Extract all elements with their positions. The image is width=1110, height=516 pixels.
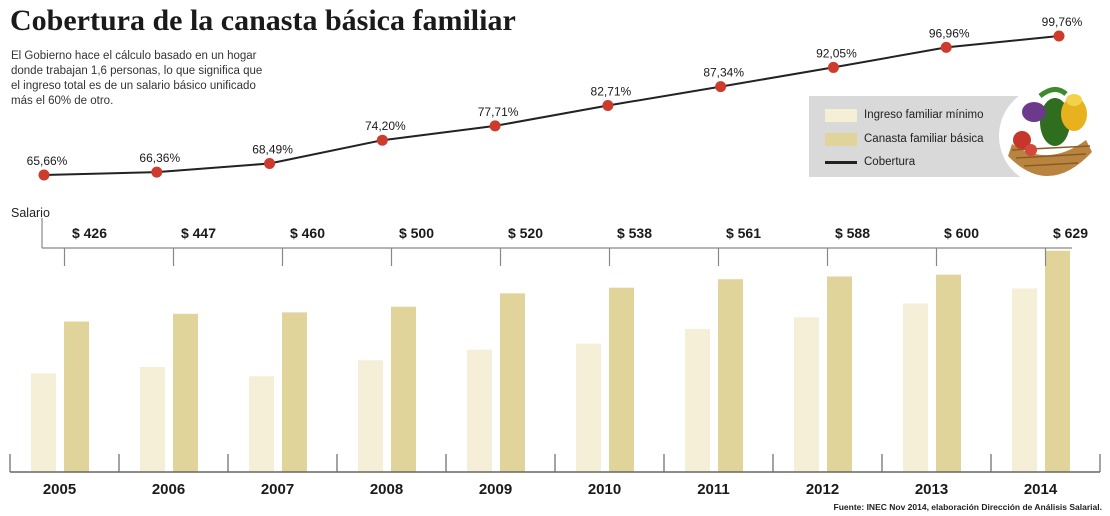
bar-canasta-2006: [173, 313, 198, 472]
legend-item-canasta: Canasta familiar básica: [825, 131, 984, 147]
cobertura-point-2012: [827, 61, 839, 73]
bar-ingreso-2014: [1012, 288, 1037, 472]
salario-label-2013: $ 600: [944, 225, 979, 241]
salario-label-2011: $ 561: [726, 225, 761, 241]
bar-ingreso-2013: [903, 303, 928, 472]
cobertura-label-2008: 74,20%: [365, 119, 406, 133]
legend-swatch-ingreso: [825, 108, 857, 122]
cobertura-label-2005: 65,66%: [27, 154, 68, 168]
chart-title: Cobertura de la canasta básica familiar: [10, 4, 516, 37]
salario-label-2009: $ 520: [508, 225, 543, 241]
bar-canasta-2012: [827, 276, 852, 472]
legend-label-cobertura: Cobertura: [864, 156, 916, 168]
cobertura-point-2010: [602, 100, 614, 111]
bars-layer: [31, 250, 1070, 472]
cobertura-label-2006: 66,36%: [139, 151, 180, 165]
bar-canasta-2005: [64, 321, 89, 472]
legend-item-ingreso: Ingreso familiar mínimo: [825, 107, 984, 123]
bar-ingreso-2011: [685, 328, 710, 472]
cobertura-point-2005: [38, 169, 50, 181]
cobertura-label-2009: 77,71%: [478, 105, 519, 119]
salario-label-2014: $ 629: [1053, 225, 1088, 241]
cobertura-label-2012: 92,05%: [816, 46, 857, 60]
cobertura-point-2014: [1053, 30, 1065, 42]
x-tick-label-2014: 2014: [1024, 481, 1058, 498]
salario-label-2007: $ 460: [290, 225, 325, 241]
salario-label: Salario: [11, 206, 50, 220]
bar-ingreso-2006: [140, 366, 165, 472]
source-note: Fuente: INEC Nov 2014, elaboración Direc…: [833, 502, 1102, 512]
x-tick-label-2008: 2008: [370, 481, 403, 498]
legend: Ingreso familiar mínimo Canasta familiar…: [809, 96, 1025, 177]
cobertura-point-2011: [715, 81, 727, 93]
cobertura-point-2013: [940, 41, 952, 53]
bar-ingreso-2012: [794, 317, 819, 472]
x-tick-label-2013: 2013: [915, 481, 948, 498]
salario-label-2006: $ 447: [181, 225, 216, 241]
cobertura-label-2011: 87,34%: [703, 66, 744, 80]
cobertura-label-2014: 99,76%: [1042, 15, 1083, 29]
legend-label-ingreso: Ingreso familiar mínimo: [864, 109, 984, 121]
cobertura-label-2013: 96,96%: [929, 26, 970, 40]
cobertura-line: [43, 35, 1060, 176]
bar-canasta-2008: [391, 306, 416, 472]
bar-canasta-2011: [718, 279, 743, 472]
bar-canasta-2010: [609, 287, 634, 472]
cobertura-point-2007: [264, 157, 276, 169]
vegetable-basket-icon: [999, 86, 1099, 186]
x-tick-label-2012: 2012: [806, 481, 839, 498]
bar-ingreso-2009: [467, 349, 492, 472]
bar-canasta-2014: [1045, 250, 1070, 472]
cobertura-label-2010: 82,71%: [591, 85, 632, 99]
cobertura-point-2009: [489, 120, 501, 132]
bar-ingreso-2005: [31, 373, 56, 472]
x-tick-label-2009: 2009: [479, 481, 512, 498]
axes-layer: 2005 2006 2007 2008 2009 2010 2011 2012 2013 2014…: [9, 218, 1101, 498]
legend-swatch-cobertura: [825, 160, 857, 164]
legend-item-cobertura: Cobertura: [825, 154, 915, 170]
salario-label-2012: $ 588: [835, 225, 870, 241]
cobertura-label-2007: 68,49%: [252, 142, 293, 156]
x-tick-label-2007: 2007: [261, 481, 294, 498]
bar-canasta-2007: [282, 312, 307, 472]
salario-label-2008: $ 500: [399, 225, 434, 241]
legend-swatch-canasta: [825, 132, 857, 146]
cobertura-point-2008: [376, 134, 388, 146]
cobertura-point-2006: [151, 166, 163, 178]
bar-canasta-2009: [500, 293, 525, 472]
cobertura-line-layer: 65,66% 66,36% 68,49% 74,20% 77,71% 82,71% 87,3…: [27, 15, 1083, 181]
salario-label-2005: $ 426: [72, 225, 107, 241]
bar-canasta-2013: [936, 274, 961, 472]
x-tick-label-2005: 2005: [43, 481, 76, 498]
x-tick-label-2010: 2010: [588, 481, 621, 498]
intro-text: El Gobierno hace el cálculo basado en un…: [11, 50, 263, 107]
x-tick-label-2006: 2006: [152, 481, 185, 498]
salario-label-2010: $ 538: [617, 225, 652, 241]
x-tick-label-2011: 2011: [697, 481, 730, 498]
bar-ingreso-2007: [249, 376, 274, 472]
legend-label-canasta: Canasta familiar básica: [864, 133, 984, 145]
bar-ingreso-2010: [576, 343, 601, 472]
bar-ingreso-2008: [358, 360, 383, 472]
